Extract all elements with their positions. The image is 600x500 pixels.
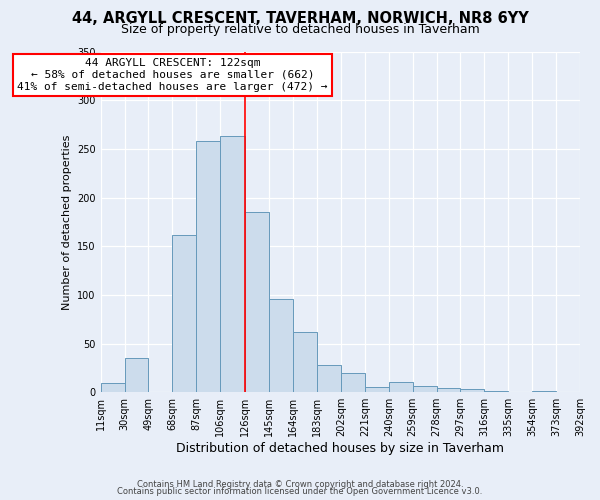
- Bar: [413, 386, 437, 392]
- Bar: [532, 391, 556, 392]
- Bar: [365, 388, 389, 392]
- Bar: [437, 388, 460, 392]
- Bar: [196, 141, 220, 392]
- Bar: [172, 236, 196, 392]
- Text: 44, ARGYLL CRESCENT, TAVERHAM, NORWICH, NR8 6YY: 44, ARGYLL CRESCENT, TAVERHAM, NORWICH, …: [71, 11, 529, 26]
- Bar: [220, 136, 245, 392]
- Text: 44 ARGYLL CRESCENT: 122sqm
← 58% of detached houses are smaller (662)
41% of sem: 44 ARGYLL CRESCENT: 122sqm ← 58% of deta…: [17, 58, 328, 92]
- Bar: [341, 372, 365, 392]
- Text: Contains HM Land Registry data © Crown copyright and database right 2024.: Contains HM Land Registry data © Crown c…: [137, 480, 463, 489]
- X-axis label: Distribution of detached houses by size in Taverham: Distribution of detached houses by size …: [176, 442, 505, 455]
- Bar: [269, 299, 293, 392]
- Text: Contains public sector information licensed under the Open Government Licence v3: Contains public sector information licen…: [118, 487, 482, 496]
- Y-axis label: Number of detached properties: Number of detached properties: [62, 134, 71, 310]
- Text: Size of property relative to detached houses in Taverham: Size of property relative to detached ho…: [121, 22, 479, 36]
- Bar: [125, 358, 148, 392]
- Bar: [317, 365, 341, 392]
- Bar: [293, 332, 317, 392]
- Bar: [460, 390, 484, 392]
- Bar: [101, 384, 125, 392]
- Bar: [484, 391, 508, 392]
- Bar: [245, 212, 269, 392]
- Bar: [389, 382, 413, 392]
